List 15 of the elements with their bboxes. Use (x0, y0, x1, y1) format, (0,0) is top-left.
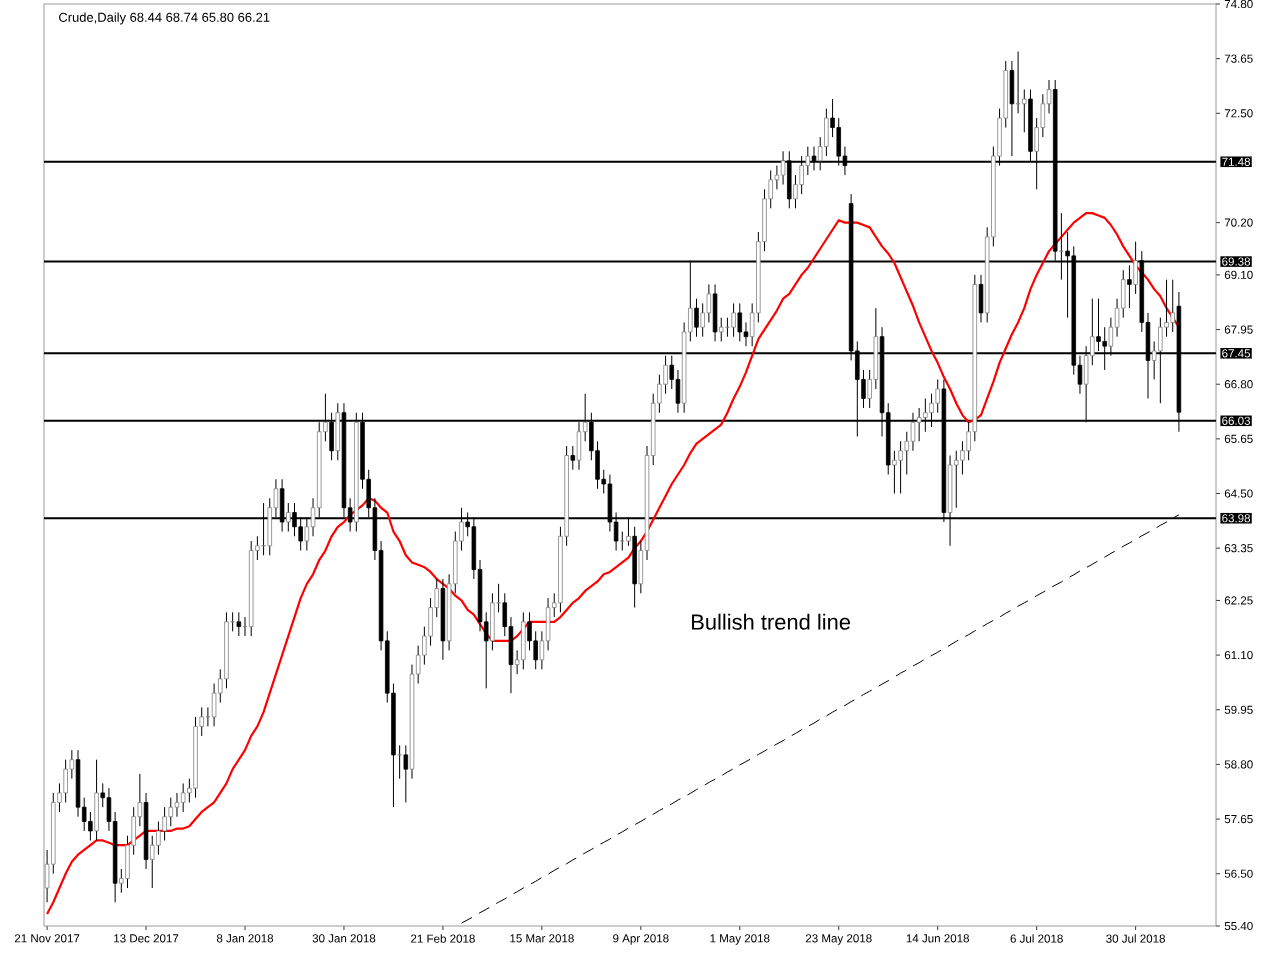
candlestick (978, 274, 984, 323)
candlestick (570, 445, 576, 471)
annotation: Bullish trend line (692, 613, 851, 630)
candlestick (731, 302, 736, 338)
candlestick (174, 792, 180, 818)
candlestick (694, 298, 699, 338)
candlestick (521, 611, 526, 670)
candlestick (236, 611, 242, 637)
candlestick (1009, 60, 1015, 157)
candlestick (712, 283, 718, 342)
candlestick (898, 440, 903, 495)
candlestick (180, 782, 186, 813)
candlestick (737, 302, 743, 342)
candlestick (94, 759, 99, 841)
candlestick (403, 744, 409, 803)
